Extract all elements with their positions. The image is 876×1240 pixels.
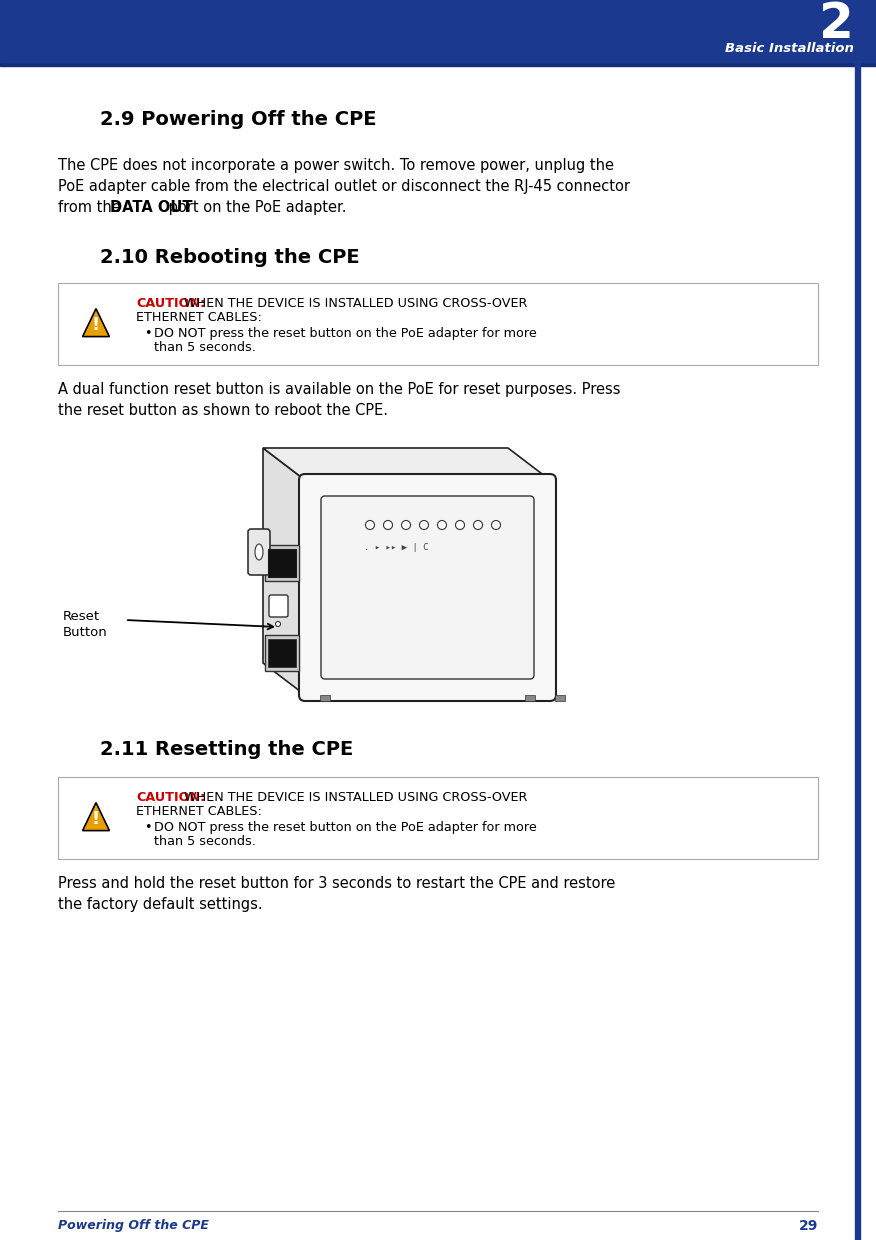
Polygon shape (263, 448, 305, 694)
Text: CAUTION:: CAUTION: (136, 791, 205, 804)
Circle shape (420, 521, 428, 529)
Circle shape (491, 521, 500, 529)
Circle shape (437, 521, 447, 529)
Bar (855, 62, 860, 1240)
Bar (268, 639, 296, 667)
Text: The CPE does not incorporate a power switch. To remove power, unplug the: The CPE does not incorporate a power swi… (58, 157, 614, 174)
Bar (0, 0, 876, 62)
Bar (265, 635, 299, 671)
Text: 2.10 Rebooting the CPE: 2.10 Rebooting the CPE (100, 248, 360, 267)
Circle shape (401, 521, 411, 529)
Text: from the: from the (58, 200, 125, 215)
Text: 2.9 Powering Off the CPE: 2.9 Powering Off the CPE (100, 110, 377, 129)
Text: •: • (144, 821, 152, 835)
Text: !: ! (92, 316, 100, 335)
Text: WHEN THE DEVICE IS INSTALLED USING CROSS-OVER: WHEN THE DEVICE IS INSTALLED USING CROSS… (180, 298, 527, 310)
Circle shape (365, 521, 375, 529)
Circle shape (474, 521, 483, 529)
Circle shape (456, 521, 464, 529)
Polygon shape (82, 802, 110, 831)
Text: DATA OUT: DATA OUT (110, 200, 193, 215)
Circle shape (275, 621, 280, 626)
Bar (58, 283, 818, 365)
Bar (0, 62, 876, 66)
Text: 29: 29 (799, 1219, 818, 1233)
Bar (555, 694, 565, 701)
FancyBboxPatch shape (269, 595, 288, 618)
Text: 2: 2 (819, 0, 854, 47)
Bar (58, 777, 818, 859)
Polygon shape (263, 448, 550, 480)
Text: than 5 seconds.: than 5 seconds. (154, 341, 256, 353)
Text: •: • (144, 327, 152, 340)
Text: WHEN THE DEVICE IS INSTALLED USING CROSS-OVER: WHEN THE DEVICE IS INSTALLED USING CROSS… (180, 791, 527, 804)
FancyBboxPatch shape (248, 529, 270, 575)
Bar (320, 694, 330, 701)
Text: Reset: Reset (63, 610, 100, 622)
Bar (525, 694, 535, 701)
Text: the factory default settings.: the factory default settings. (58, 897, 263, 911)
Text: Powering Off the CPE: Powering Off the CPE (58, 1219, 208, 1233)
Text: Press and hold the reset button for 3 seconds to restart the CPE and restore: Press and hold the reset button for 3 se… (58, 875, 615, 892)
Text: than 5 seconds.: than 5 seconds. (154, 835, 256, 848)
Text: DO NOT press the reset button on the PoE adapter for more: DO NOT press the reset button on the PoE… (154, 821, 537, 835)
Text: ETHERNET CABLES:: ETHERNET CABLES: (136, 805, 262, 818)
Text: PoE adapter cable from the electrical outlet or disconnect the RJ-45 connector: PoE adapter cable from the electrical ou… (58, 179, 630, 193)
Text: ETHERNET CABLES:: ETHERNET CABLES: (136, 311, 262, 324)
Circle shape (384, 521, 392, 529)
Bar (265, 546, 299, 582)
FancyBboxPatch shape (299, 474, 556, 701)
Text: Button: Button (63, 626, 108, 639)
Text: . ▸ ▸▸ ▶ | C: . ▸ ▸▸ ▶ | C (364, 543, 428, 553)
Bar (268, 549, 296, 577)
Text: port on the PoE adapter.: port on the PoE adapter. (164, 200, 347, 215)
FancyBboxPatch shape (321, 496, 534, 680)
Text: DO NOT press the reset button on the PoE adapter for more: DO NOT press the reset button on the PoE… (154, 327, 537, 340)
Ellipse shape (255, 544, 263, 560)
Text: A dual function reset button is available on the PoE for reset purposes. Press: A dual function reset button is availabl… (58, 382, 620, 397)
Text: !: ! (92, 811, 100, 828)
Polygon shape (82, 309, 110, 336)
Text: Basic Installation: Basic Installation (725, 42, 854, 56)
Text: CAUTION:: CAUTION: (136, 298, 205, 310)
Text: the reset button as shown to reboot the CPE.: the reset button as shown to reboot the … (58, 403, 388, 418)
Text: 2.11 Resetting the CPE: 2.11 Resetting the CPE (100, 740, 353, 759)
Bar (268, 549, 296, 577)
